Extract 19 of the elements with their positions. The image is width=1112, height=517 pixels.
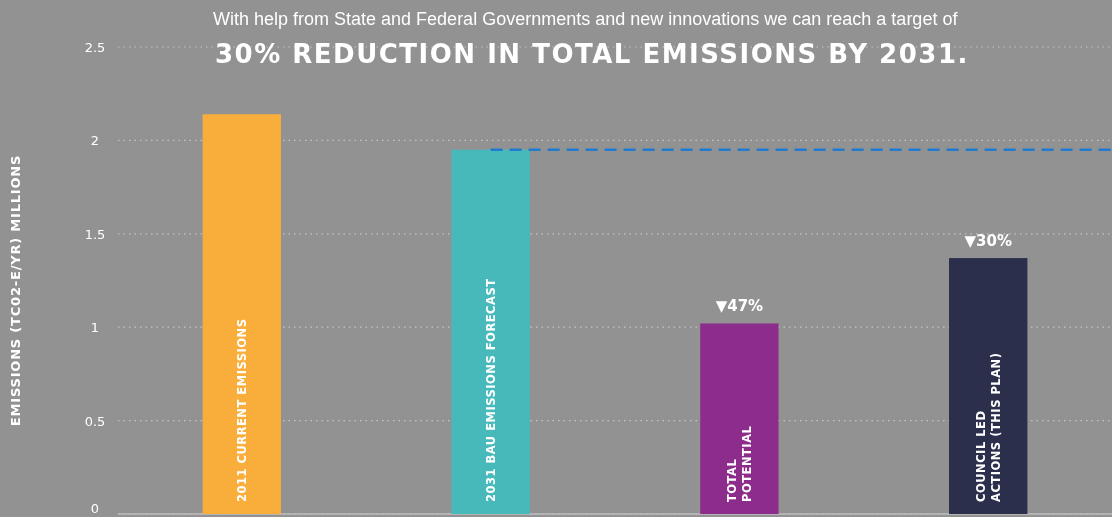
y-axis-title: EMISSIONS (TC02-E/YR) MILLIONS bbox=[8, 154, 23, 427]
chart-subtitle: With help from State and Federal Governments and new innovations we can reach a target of bbox=[213, 9, 959, 29]
x-tick-label: COUNCIL LED ACTIONS (THIS PLAN) bbox=[973, 352, 1003, 502]
y-tick-label: 0 bbox=[90, 501, 100, 516]
bar bbox=[202, 114, 281, 514]
y-tick-label: 2 bbox=[90, 133, 100, 149]
annotation: ▼47% bbox=[715, 297, 764, 316]
y-tick-label: 2.5 bbox=[84, 40, 106, 55]
chart-title: 30% REDUCTION IN TOTAL EMISSIONS BY 2031. bbox=[215, 39, 969, 69]
annotation: ▼30% bbox=[964, 232, 1012, 251]
bar bbox=[700, 323, 779, 514]
y-tick-label: 0.5 bbox=[84, 413, 106, 429]
bar bbox=[949, 258, 1028, 514]
y-tick-label: 1.5 bbox=[84, 226, 106, 242]
x-tick-label: TOTAL POTENTIAL bbox=[724, 425, 754, 502]
x-tick-label: 2011 CURRENT EMISSIONS bbox=[234, 318, 249, 502]
x-tick-label: 2031 BAU EMISSIONS FORECAST bbox=[483, 278, 498, 502]
bar bbox=[451, 149, 530, 514]
y-tick-label: 1 bbox=[90, 320, 100, 336]
